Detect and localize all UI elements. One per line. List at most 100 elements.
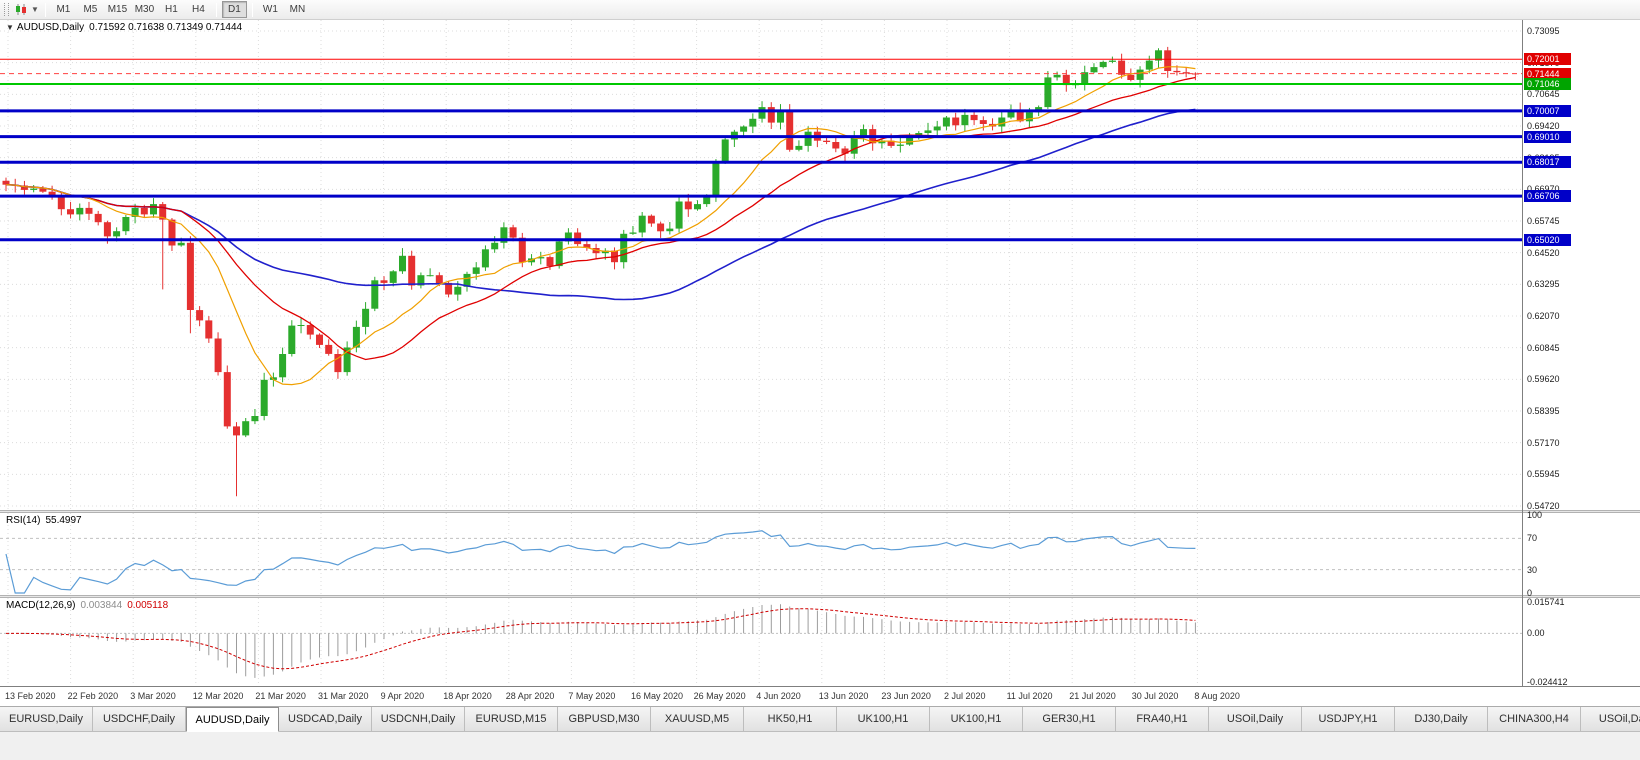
date-axis: 13 Feb 2020 22 Feb 2020 3 Mar 2020 12 Mar 2… <box>0 686 1640 706</box>
rsi-axis-label: 30 <box>1527 564 1538 575</box>
timeframe-buttons: M1 M5 M15 M30 H1 H4 D1 W1 MN <box>50 1 311 18</box>
price-line-box-0.66706: 0.66706 <box>1524 190 1571 203</box>
price-axis-label: 0.65745 <box>1527 215 1560 226</box>
macd-axis-label: 0.00 <box>1527 628 1545 639</box>
macd-name: MACD(12,26,9) <box>6 600 76 611</box>
chart-tab-XAUUSD-M5[interactable]: XAUUSD,M5 <box>651 707 744 732</box>
chart-window: ▼ AUDUSD,Daily 0.71592 0.71638 0.71349 0.7… <box>0 20 1640 706</box>
price-axis-label: 0.58395 <box>1527 405 1560 416</box>
timeframe-button-M5[interactable]: M5 <box>83 4 98 15</box>
macd-axis-label: -0.024412 <box>1527 677 1568 687</box>
chart-tab-GBPUSD-M30[interactable]: GBPUSD,M30 <box>558 707 651 732</box>
date-axis-label: 9 Apr 2020 <box>380 691 425 701</box>
chart-tab-DJ30-Daily[interactable]: DJ30,Daily <box>1395 707 1488 732</box>
chart-tab-bar: EURUSD,Daily USDCHF,Daily AUDUSD,Daily USDC… <box>0 706 1640 732</box>
macd-axis-label: 0.015741 <box>1527 597 1565 607</box>
price-line-box-0.71046: 0.71046 <box>1524 77 1571 90</box>
macd-signal-value: 0.005118 <box>127 600 169 611</box>
price-axis-label: 0.63295 <box>1527 279 1560 290</box>
chart-tab-EURUSD-Daily[interactable]: EURUSD,Daily <box>0 707 93 732</box>
price-pane: ▼ AUDUSD,Daily 0.71592 0.71638 0.71349 0.7… <box>0 20 1640 511</box>
ma-fast-line[interactable] <box>5 66 1196 386</box>
rsi-name: RSI(14) <box>6 515 41 526</box>
date-axis-label: 21 Jul 2020 <box>1069 691 1116 701</box>
date-axis-label: 8 Aug 2020 <box>1194 691 1240 701</box>
chart-tab-EURUSD-M15[interactable]: EURUSD,M15 <box>465 707 558 732</box>
chart-tab-FRA40-H1[interactable]: FRA40,H1 <box>1116 707 1209 732</box>
price-axis-label: 0.66970 <box>1527 184 1560 194</box>
ma-slow-line[interactable] <box>5 108 1196 301</box>
candles-group <box>2 46 1199 497</box>
chart-tab-USDCNH-Daily[interactable]: USDCNH,Daily <box>372 707 465 732</box>
timeframe-button-MN[interactable]: MN <box>289 4 306 15</box>
date-axis-label: 21 Mar 2020 <box>255 691 306 701</box>
price-line-box-0.69010: 0.69010 <box>1524 130 1571 143</box>
price-axis-label: 0.54720 <box>1527 500 1560 511</box>
price-axis-label: 0.57170 <box>1527 437 1560 448</box>
chart-tab-USDCHF-Daily[interactable]: USDCHF,Daily <box>93 707 186 732</box>
price-axis-label: 0.70645 <box>1527 89 1560 100</box>
price-axis-label: 0.73095 <box>1527 26 1560 36</box>
chart-tab-HK50-H1[interactable]: HK50,H1 <box>744 707 837 732</box>
macd-label: MACD(12,26,9) 0.003844 0.005118 <box>6 600 168 611</box>
price-axis-label: 0.60845 <box>1527 342 1560 353</box>
chart-tab-UK100-H1[interactable]: UK100,H1 <box>837 707 930 732</box>
symbol-dropdown-icon[interactable]: ▼ <box>6 23 14 32</box>
macd-histogram <box>23 604 1196 678</box>
date-axis-label: 16 May 2020 <box>631 691 684 701</box>
candlestick-chart-glyph <box>16 4 26 15</box>
date-axis-label: 13 Jun 2020 <box>818 691 869 701</box>
price-line-box-0.70007: 0.70007 <box>1524 104 1571 117</box>
price-line-box-0.71444: 0.71444 <box>1524 67 1571 80</box>
chart-type-dropdown-icon[interactable]: ▼ <box>31 5 39 14</box>
date-axis-label: 2 Jul 2020 <box>944 691 986 701</box>
rsi-line <box>5 530 1196 594</box>
price-axis-label: 0.64520 <box>1527 247 1560 258</box>
timeframe-button-H4[interactable]: H4 <box>192 4 205 15</box>
chart-tab-AUDUSD-Daily[interactable]: AUDUSD,Daily <box>186 707 279 732</box>
chart-tab-CHINA300-H4[interactable]: CHINA300,H4 <box>1488 707 1581 732</box>
price-line-box-0.72001: 0.72001 <box>1524 53 1571 66</box>
macd-canvas[interactable] <box>0 598 1522 686</box>
rsi-axis-label: 100 <box>1527 510 1543 520</box>
timeframe-button-M30[interactable]: M30 <box>134 4 155 15</box>
chart-tab-USOil-Daily[interactable]: USOil,Daily <box>1209 707 1302 732</box>
chart-tab-USDCAD-Daily[interactable]: USDCAD,Daily <box>279 707 372 732</box>
chart-tab-GER30-H1[interactable]: GER30,H1 <box>1023 707 1116 732</box>
macd-signal-line <box>6 608 1196 670</box>
price-line-box-0.68017: 0.68017 <box>1524 156 1571 169</box>
rsi-axis-label: 70 <box>1527 533 1538 544</box>
rsi-value: 55.4997 <box>45 515 82 526</box>
date-axis-label: 11 Jul 2020 <box>1006 691 1053 701</box>
toolbar-grip-icon[interactable] <box>4 3 9 16</box>
date-axis-label: 3 Mar 2020 <box>130 691 176 701</box>
price-axis-border <box>1522 20 1523 686</box>
toolbar-separator <box>251 2 253 17</box>
timeframe-button-M1[interactable]: M1 <box>56 4 71 15</box>
date-axis-label: 28 Apr 2020 <box>505 691 555 701</box>
timeframe-button-D1[interactable]: D1 <box>221 1 247 18</box>
rsi-label: RSI(14) 55.4997 <box>6 515 82 526</box>
chart-tab-USDJPY-H1[interactable]: USDJPY,H1 <box>1302 707 1395 732</box>
timeframe-button-M15[interactable]: M15 <box>107 4 128 15</box>
date-axis-label: 7 May 2020 <box>568 691 616 701</box>
pane-separator-macd[interactable] <box>0 595 1640 598</box>
macd-main-value: 0.003844 <box>80 600 123 611</box>
toolbar-separator <box>215 2 217 17</box>
date-axis-label: 26 May 2020 <box>693 691 746 701</box>
rsi-pane: RSI(14) 55.4997 100 70 30 0 <box>0 510 1640 598</box>
chart-tab-USOil-Daily[interactable]: USOil,Daily <box>1581 707 1640 732</box>
chart-symbol-label: ▼ AUDUSD,Daily 0.71592 0.71638 0.71349 0.7… <box>6 22 242 33</box>
rsi-axis-label: 0 <box>1527 588 1533 598</box>
price-chart-canvas[interactable] <box>0 20 1522 510</box>
chart-tab-UK100-H1[interactable]: UK100,H1 <box>930 707 1023 732</box>
chart-ohlc-values: 0.71592 0.71638 0.71349 0.71444 <box>89 22 243 33</box>
rsi-canvas[interactable] <box>0 513 1522 595</box>
chart-title: AUDUSD,Daily <box>16 22 85 33</box>
ma-mid-line[interactable] <box>5 76 1196 361</box>
timeframe-button-W1[interactable]: W1 <box>262 4 278 15</box>
chart-type-icon[interactable] <box>13 3 29 17</box>
timeframe-button-H1[interactable]: H1 <box>165 4 178 15</box>
pane-separator-rsi[interactable] <box>0 510 1640 513</box>
macd-pane: MACD(12,26,9) 0.003844 0.005118 0.015741 0.… <box>0 597 1640 687</box>
